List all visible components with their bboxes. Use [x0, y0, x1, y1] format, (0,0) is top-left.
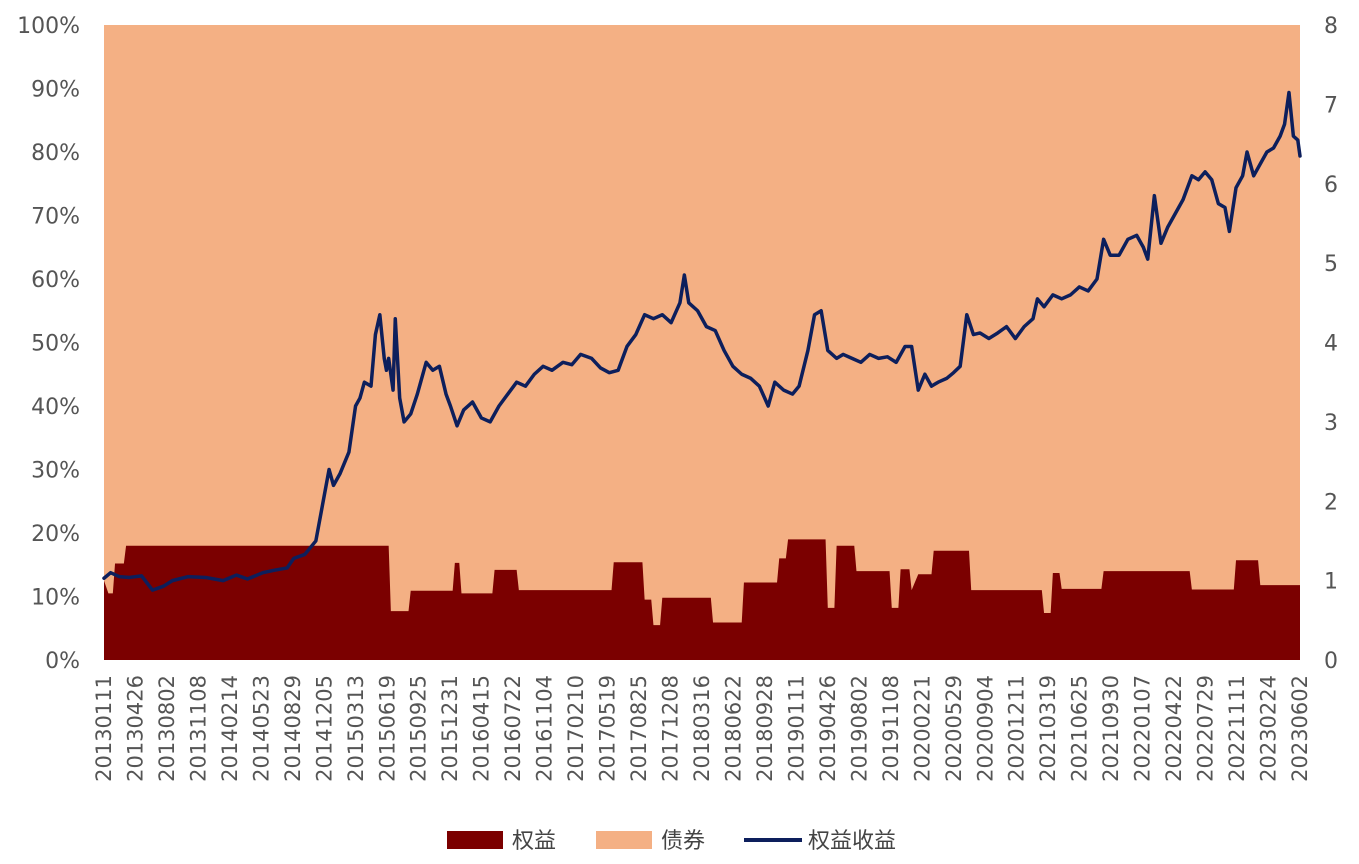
y-left-tick-label: 30%: [31, 459, 80, 484]
y-right-tick-label: 3: [1324, 411, 1338, 436]
y-left-tick-label: 100%: [17, 14, 80, 39]
x-tick-label: 20160722: [501, 675, 525, 782]
x-tick-label: 20221111: [1225, 675, 1249, 782]
x-tick-label: 20180622: [721, 675, 745, 782]
x-tick-label: 20200904: [973, 675, 997, 782]
x-tick-label: 20161104: [533, 675, 557, 782]
x-tick-label: 20210625: [1068, 675, 1092, 782]
equity-area: [104, 539, 1300, 660]
x-tick-label: 20150925: [407, 675, 431, 782]
x-tick-label: 20130426: [123, 675, 147, 782]
x-tick-label: 20130802: [155, 675, 179, 782]
equity-return-line: [102, 90, 1302, 592]
x-tick-label: 20140214: [218, 675, 242, 782]
x-tick-label: 20141205: [312, 675, 336, 782]
x-tick-label: 20190802: [847, 675, 871, 782]
x-tick-label: 20171208: [659, 675, 683, 782]
plot-line: [102, 90, 1302, 592]
legend: 权益 债券 权益收益: [447, 829, 896, 854]
x-tick-label: 20170519: [596, 675, 620, 782]
legend-swatch-equity: [447, 831, 503, 849]
y-right-tick-label: 5: [1324, 252, 1338, 277]
y-left-tick-label: 20%: [31, 522, 80, 547]
x-tick-label: 20180928: [753, 675, 777, 782]
y-left-tick-label: 50%: [31, 332, 80, 357]
y-right-tick-label: 6: [1324, 173, 1338, 198]
x-tick-label: 20220107: [1131, 675, 1155, 782]
y-right-tick-label: 7: [1324, 93, 1338, 118]
y-right-tick-label: 2: [1324, 490, 1338, 515]
x-tick-label: 20201211: [1005, 675, 1029, 782]
x-tick-label: 20130111: [92, 675, 116, 782]
y-left-tick-label: 70%: [31, 205, 80, 230]
legend-label-equity: 权益: [512, 829, 556, 854]
x-tick-label: 20131108: [186, 675, 210, 782]
y-left-tick-label: 0%: [45, 649, 80, 674]
x-tick-label: 20200221: [910, 675, 934, 782]
x-tick-label: 20150313: [344, 675, 368, 782]
x-tick-label: 20151231: [438, 675, 462, 782]
y-left-tick-label: 10%: [31, 586, 80, 611]
plot-areas: [104, 25, 1300, 660]
legend-label-equity-return: 权益收益: [808, 829, 896, 854]
y-right-tick-label: 4: [1324, 332, 1338, 357]
x-tick-label: 20230602: [1288, 675, 1312, 782]
legend-label-bond: 债券: [661, 829, 705, 854]
x-tick-label: 20140829: [281, 675, 305, 782]
y-right-tick-label: 8: [1324, 14, 1338, 39]
x-tick-label: 20170210: [564, 675, 588, 782]
x-tick-label: 20150619: [375, 675, 399, 782]
x-tick-label: 20191108: [879, 675, 903, 782]
y-left-tick-label: 80%: [31, 141, 80, 166]
legend-swatch-bond: [596, 831, 652, 849]
x-tick-label: 20170825: [627, 675, 651, 782]
x-tick-label: 20200529: [942, 675, 966, 782]
y-left-tick-label: 40%: [31, 395, 80, 420]
x-tick-label: 20210930: [1099, 675, 1123, 782]
y-right-tick-label: 0: [1324, 649, 1338, 674]
x-tick-label: 20180316: [690, 675, 714, 782]
x-tick-label: 20190111: [784, 675, 808, 782]
x-tick-label: 20230224: [1257, 675, 1281, 782]
y-left-tick-label: 60%: [31, 268, 80, 293]
x-tick-label: 20220729: [1194, 675, 1218, 782]
axes: 0% 10% 20% 30% 40% 50% 60% 70% 80% 90% 100% 0 1 2 3 4 5 6…: [17, 14, 1338, 782]
x-tick-label: 20210319: [1036, 675, 1060, 782]
y-right-tick-label: 1: [1324, 570, 1338, 595]
x-tick-label: 20140523: [249, 675, 273, 782]
y-left-tick-label: 90%: [31, 78, 80, 103]
x-tick-label: 20160415: [470, 675, 494, 782]
x-tick-label: 20220422: [1162, 675, 1186, 782]
x-tick-label: 20190426: [816, 675, 840, 782]
